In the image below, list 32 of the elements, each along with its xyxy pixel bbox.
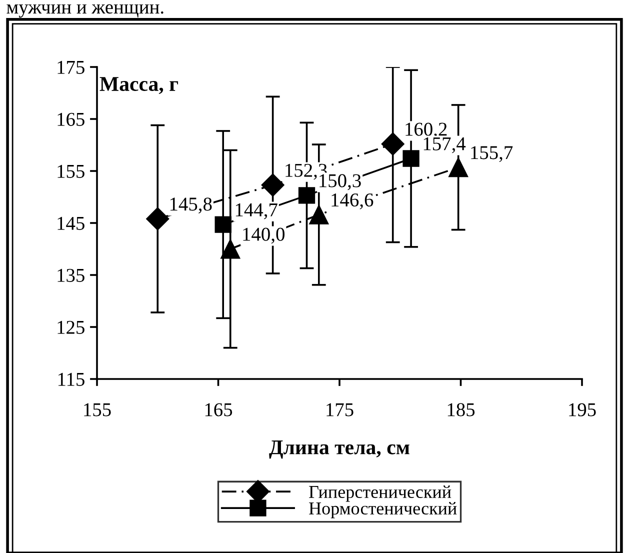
data-label: 144,7 xyxy=(236,203,278,220)
legend-label: Гиперстенический xyxy=(309,486,452,502)
point xyxy=(381,132,404,156)
legend-label: Нормостенический xyxy=(309,502,457,518)
data-label: 146,6 xyxy=(332,193,374,210)
point xyxy=(220,239,240,259)
point xyxy=(146,207,170,230)
x-tick-label: 155 xyxy=(84,403,111,416)
x-tick-label: 185 xyxy=(448,403,475,416)
data-label: 140,0 xyxy=(243,228,284,244)
x-tick-label: 175 xyxy=(326,403,354,416)
x-axis-title: Длина тела, см xyxy=(269,440,410,459)
y-axis-title: Масса, г xyxy=(100,77,178,94)
point xyxy=(261,174,284,197)
y-tick-label: 135 xyxy=(58,268,84,282)
point xyxy=(298,187,316,204)
point xyxy=(309,204,329,224)
y-tick-label: 125 xyxy=(58,320,84,334)
y-tick-label: 175 xyxy=(58,60,84,74)
y-tick-label: 145 xyxy=(58,216,84,230)
text: мужчин и женщин. xyxy=(6,4,164,18)
y-tick-label: 165 xyxy=(58,112,84,126)
y-tick-label: 155 xyxy=(58,164,84,178)
data-label: 157,4 xyxy=(424,137,466,154)
x-tick-label: 165 xyxy=(205,403,232,416)
data-label: 145,8 xyxy=(170,198,212,214)
y-tick-label: 115 xyxy=(58,372,84,386)
point xyxy=(214,216,232,233)
x-tick-label: 195 xyxy=(569,403,596,416)
point xyxy=(402,150,420,167)
data-label: 155,7 xyxy=(471,146,513,162)
point xyxy=(448,158,468,178)
